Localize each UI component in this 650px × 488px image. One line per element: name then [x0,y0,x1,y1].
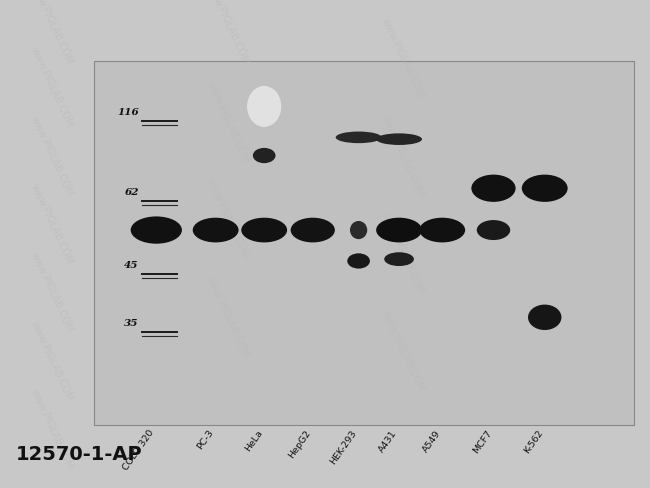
Text: 62: 62 [124,188,139,197]
Text: www.PIGLAB.COM: www.PIGLAB.COM [380,17,426,101]
Ellipse shape [335,132,382,143]
Text: www.PIGLAB.COM: www.PIGLAB.COM [380,114,426,198]
Ellipse shape [131,216,182,244]
Text: HeLa: HeLa [243,428,264,453]
Text: HepG2: HepG2 [287,428,313,460]
Text: www.PIGLAB.COM: www.PIGLAB.COM [205,178,250,262]
Text: 35: 35 [124,319,139,328]
Ellipse shape [241,218,287,243]
Text: PC-3: PC-3 [196,428,216,451]
Text: MCF7: MCF7 [471,428,493,455]
Ellipse shape [347,253,370,268]
Text: COLO 320: COLO 320 [122,428,156,472]
Ellipse shape [253,148,276,163]
Text: www.PIGLAB.COM: www.PIGLAB.COM [380,309,426,393]
Text: www.PIGLAB.COM: www.PIGLAB.COM [205,0,250,66]
Ellipse shape [246,85,281,127]
Text: www.PIGLAB.COM: www.PIGLAB.COM [205,80,250,164]
Text: www.PIGLAB.COM: www.PIGLAB.COM [205,275,250,359]
Ellipse shape [528,305,562,330]
Ellipse shape [376,133,422,145]
Ellipse shape [522,175,567,202]
Text: www.PIGLAB.COM: www.PIGLAB.COM [29,387,75,471]
Text: www.PIGLAB.COM: www.PIGLAB.COM [380,212,426,296]
Ellipse shape [376,218,422,243]
Text: www.PIGLAB.COM: www.PIGLAB.COM [29,183,75,266]
Ellipse shape [419,218,465,243]
Text: A431: A431 [378,428,399,454]
Ellipse shape [471,175,515,202]
Ellipse shape [476,220,510,240]
Text: www.PIGLAB.COM: www.PIGLAB.COM [29,46,75,130]
Ellipse shape [192,218,239,243]
Text: www.PIGLAB.COM: www.PIGLAB.COM [29,251,75,335]
Text: K-562: K-562 [522,428,545,455]
Text: 116: 116 [117,108,139,117]
Text: www.PIGLAB.COM: www.PIGLAB.COM [29,319,75,403]
Bar [94,61,634,425]
Ellipse shape [384,252,414,266]
Text: www.PIGLAB.COM: www.PIGLAB.COM [29,0,75,66]
Text: A549: A549 [421,428,442,454]
Text: 45: 45 [124,261,139,270]
Text: HEK-293: HEK-293 [329,428,359,466]
Text: www.PIGLAB.COM: www.PIGLAB.COM [29,114,75,198]
Text: 12570-1-AP: 12570-1-AP [16,445,143,464]
Ellipse shape [291,218,335,243]
Ellipse shape [350,221,367,239]
